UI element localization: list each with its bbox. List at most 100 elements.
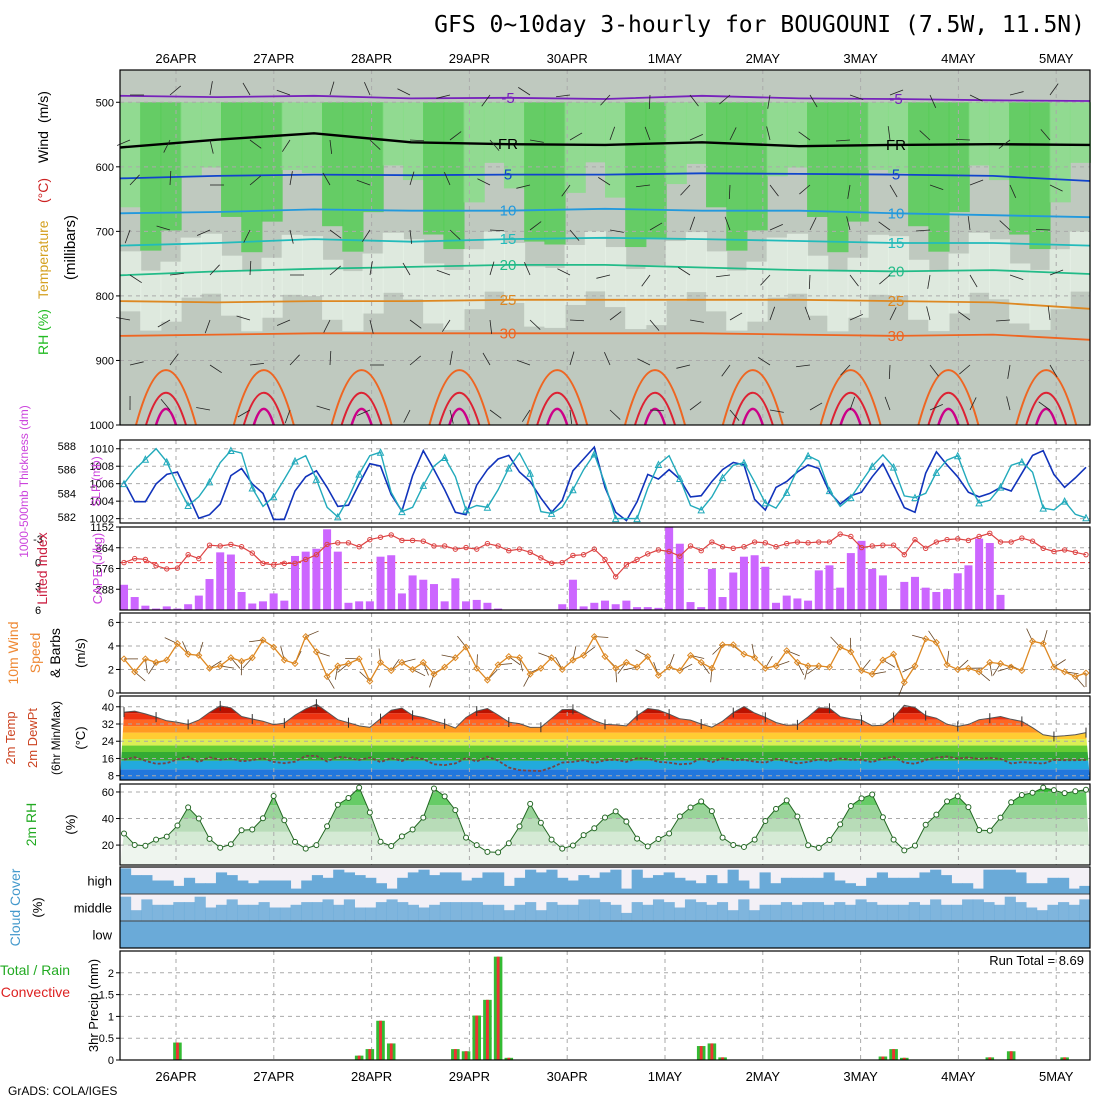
wind-barb [609, 126, 616, 141]
wind-barb [919, 130, 931, 141]
wind-barb [929, 184, 944, 190]
slp-marker [547, 509, 556, 517]
slp-marker [804, 451, 812, 460]
top-date-label: 3MAY [843, 51, 878, 66]
cloud-cover-middle-cell [620, 912, 633, 921]
cape-bar [643, 607, 652, 610]
rh-marker [206, 835, 213, 842]
lifted-index-marker [292, 560, 298, 567]
slp-marker [184, 501, 192, 510]
contour-label: 25 [500, 292, 517, 309]
wind-barb [809, 217, 817, 231]
lifted-index-marker [345, 540, 352, 546]
wind-speed-marker [1082, 669, 1090, 677]
wind-speed-marker [1061, 668, 1069, 676]
rh-marker [569, 842, 576, 849]
wind-speed-marker [515, 654, 524, 662]
wind-speed-marker [922, 635, 930, 643]
cloud-cover-middle-cell [205, 907, 217, 921]
wind-barb [840, 364, 851, 376]
temperature-contour [119, 207, 1091, 219]
wind-speed-marker [580, 651, 588, 659]
cloud-cover-high-cell [322, 877, 334, 894]
wind-speed-marker [793, 658, 801, 666]
wind-barb [196, 407, 211, 411]
cape-bar [932, 591, 941, 610]
slp-marker [654, 460, 663, 468]
precip-convective-bar [1063, 1057, 1067, 1060]
cloud-cover-low-cell [546, 921, 558, 948]
wind-speed-marker [473, 664, 481, 672]
run-total-label: Run Total = 8.69 [989, 953, 1084, 968]
wind-barb [169, 171, 172, 186]
lifted-index-marker [612, 574, 619, 580]
cloud-cover-high-cell [471, 877, 483, 894]
cloud-cover-low-cell [269, 921, 281, 948]
lifted-index-marker [848, 533, 854, 540]
rh-marker [762, 818, 769, 825]
wind-barb [804, 306, 811, 321]
cloud-cover-high-cell [908, 877, 920, 894]
rh-dry-band [786, 233, 809, 294]
panel-profile: 500 600 700 800 900 1000 -5 -5 FR FR 5 5 10 10 15 15 20 2… [35, 69, 1091, 432]
wind-barb [969, 179, 984, 186]
wind-barb [356, 179, 371, 186]
wind-speed-marker [954, 665, 962, 674]
rh-marker [1029, 789, 1036, 796]
cloud-cover-high-cell [940, 875, 952, 894]
y-axis-label: 2m RH [23, 803, 39, 847]
rh-moist-band [322, 102, 344, 227]
cloud-cover-high-cell [290, 888, 302, 894]
y-tick-label: 1000 [90, 420, 114, 432]
cloud-cover-middle-cell [962, 899, 974, 921]
rh-moist-band [120, 102, 142, 208]
wind-barb [129, 361, 144, 366]
wind-barb [878, 221, 891, 231]
cloud-cover-high-cell [663, 872, 675, 894]
temperature-contour-40 [634, 391, 676, 426]
wind-barb [889, 89, 904, 96]
wind-barb [769, 223, 783, 231]
rh-marker [1040, 784, 1047, 791]
wind-barb [721, 364, 731, 377]
cloud-cover-high-cell [365, 877, 377, 894]
wind-barb [769, 184, 779, 197]
cloud-cover-middle-cell [482, 904, 494, 921]
rh-color-band [120, 791, 1090, 806]
lifted-index-marker [142, 556, 149, 563]
cloud-cover-low-cell [866, 921, 878, 948]
lifted-index-marker [409, 537, 416, 544]
rh-marker [195, 815, 202, 822]
cloud-cover-low-cell [748, 921, 761, 948]
rh-dry-band [503, 242, 526, 303]
rh-marker [837, 821, 844, 828]
cape-bar [568, 579, 577, 610]
wind-barb [769, 306, 776, 321]
cloud-cover-low-cell [802, 921, 814, 948]
wind-speed-marker [558, 665, 566, 674]
cape-bar [846, 553, 855, 610]
temperature-color-band [120, 713, 1090, 720]
cloud-cover-low-cell [1036, 921, 1048, 948]
wind-barb [648, 94, 651, 110]
wind-barb [364, 82, 371, 96]
cape-bar [750, 555, 759, 610]
lifted-index-marker [933, 539, 940, 545]
wind-barb [160, 398, 171, 411]
cape-bar [494, 608, 503, 610]
wind-barb [929, 403, 943, 411]
slp-marker [697, 505, 706, 514]
wind-barb [482, 352, 491, 366]
wind-speed-marker [238, 657, 246, 665]
temperature-contour-45 [252, 407, 275, 426]
slp-marker [141, 455, 150, 463]
cloud-cover-low-cell [215, 921, 228, 948]
wind-speed-marker [344, 660, 353, 668]
wind-speed-marker [131, 668, 139, 676]
slp-marker [611, 514, 620, 523]
cloud-cover-middle-cell [375, 902, 387, 921]
rh-dry-band [766, 237, 788, 298]
wind-barb [1007, 364, 1011, 379]
wind-barb [969, 94, 983, 102]
cloud-cover-middle-cell [780, 902, 793, 921]
